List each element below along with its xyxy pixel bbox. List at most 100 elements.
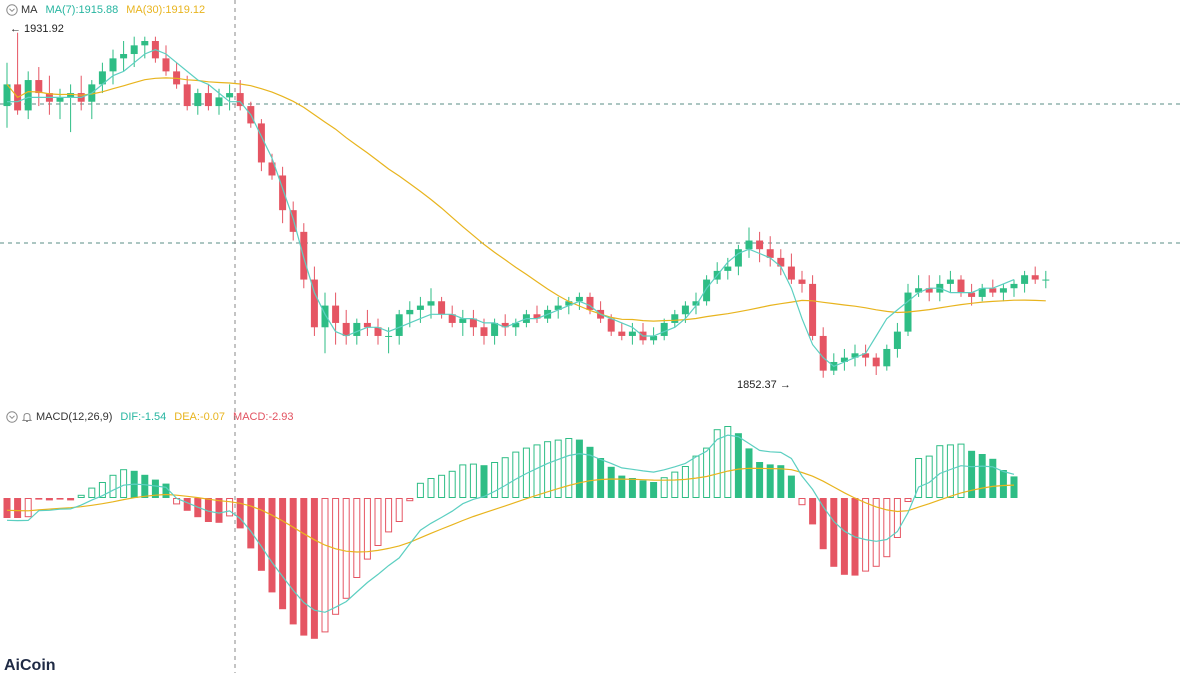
macd-bar [554,439,562,499]
macd-bar [363,498,371,560]
macd-bar [565,438,573,498]
macd-bar [872,498,880,567]
macd-bar [978,454,986,498]
macd-bar [628,478,636,498]
macd-bar [120,469,128,499]
candle-body [279,175,287,211]
candle-body [183,84,191,107]
macd-bar [607,466,615,498]
macd-bar [597,458,605,498]
macd-bar [936,445,944,499]
macd-bar [798,498,806,506]
ma7-value: MA(7):1915.88 [45,4,119,16]
macd-bar [522,447,530,499]
candle-body [1042,279,1050,281]
candle-body [501,322,509,328]
candle-body [1031,275,1039,280]
candle-body [512,322,520,328]
macd-label: MACD(12,26,9) [36,411,113,423]
macd-bar [883,498,891,558]
macd-bar [692,455,700,499]
macd-value: MACD:-2.93 [233,411,294,423]
candle-body [957,279,965,293]
candle-body [67,93,75,98]
candle-body [395,314,403,336]
macd-bar [279,498,287,610]
macd-bar [310,498,318,639]
candle-body [660,322,668,336]
macd-bar [968,450,976,498]
candle-body [162,58,170,72]
candle-body [141,41,149,46]
macd-bar [67,498,75,501]
candle-body [448,314,456,323]
macd-bar [459,464,467,498]
ma-legend: MA MA(7):1915.88 MA(30):1919.12 [6,2,205,18]
macd-bar [639,480,647,498]
macd-bar [257,498,265,571]
candle-body [257,123,265,163]
macd-bar [35,498,43,500]
candle-body [756,240,764,250]
macd-bar [586,446,594,498]
aicoin-logo: AiCoin [4,657,56,674]
candle-body [480,327,488,336]
macd-bar [893,498,901,538]
macd-bar [756,462,764,498]
macd-bar [438,474,446,498]
candle-body [416,305,424,310]
macd-bar [734,433,742,498]
high-annotation: ← 1931.92 [10,23,64,35]
macd-bar [703,447,711,499]
candle-body [194,93,202,107]
macd-bar [766,464,774,498]
macd-bar [247,498,255,549]
candle-body [607,318,615,332]
macd-bar [3,498,11,518]
candle-body [56,97,64,102]
macd-bar [406,498,414,502]
candle-body [310,279,318,328]
macd-bar [989,458,997,498]
macd-bar [660,477,668,499]
macd-bar [342,498,350,599]
candle-body [946,279,954,284]
macd-bar [289,498,297,625]
collapse-chevron-icon[interactable] [6,4,18,16]
candle-body [427,301,435,306]
macd-bar [321,498,329,633]
macd-bar [385,498,393,533]
candle-body [204,93,212,107]
candle-body [438,301,446,315]
low-annotation: 1852.37 → [737,379,791,391]
macd-bar [300,498,308,636]
candle-body [565,301,573,306]
candle-body [798,279,806,284]
macd-bar [88,487,96,499]
macd-bar [925,455,933,499]
candle-body [925,288,933,293]
candle-body [724,266,732,271]
candle-body [109,58,117,72]
candle-body [533,314,541,319]
macd-bar [745,448,753,498]
macd-bar [501,457,509,499]
macd-bar [162,483,170,498]
candle-body [491,322,499,336]
collapse-chevron-icon[interactable] [6,411,18,423]
candle-body [766,249,774,258]
macd-bar [840,498,848,575]
macd-bar [650,482,658,498]
dif-line [6,434,1015,613]
candle-body [915,288,923,293]
ma-label: MA [21,4,38,16]
candle-body [1021,275,1029,284]
candle-body [703,279,711,302]
macd-bar [24,498,32,518]
candle-body [851,353,859,358]
macd-bar [448,470,456,498]
alarm-bell-icon[interactable] [21,411,33,423]
candle-body [777,257,785,267]
macd-bar [332,498,340,615]
